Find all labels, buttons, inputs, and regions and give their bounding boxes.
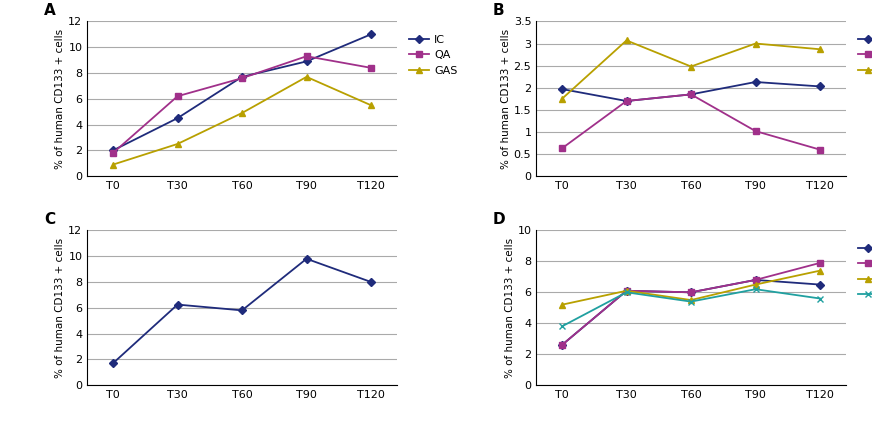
Spleen — [685, 290, 696, 295]
Kidney — [556, 302, 567, 307]
Line: Spleen: Spleen — [559, 260, 823, 348]
QA — [108, 150, 119, 155]
Liver — [556, 342, 567, 348]
Legend: IC control, QA control, GAS contro: IC control, QA control, GAS contro — [857, 35, 872, 76]
IC — [237, 74, 248, 80]
Lung — [621, 290, 631, 295]
Line: Lung: Lung — [559, 286, 823, 329]
IC — [108, 148, 119, 153]
Line: IC: IC — [110, 32, 374, 153]
QA — [302, 54, 312, 59]
GAS contro — [621, 38, 631, 43]
Lung — [814, 296, 825, 301]
Liver — [621, 288, 631, 293]
Text: A: A — [44, 3, 56, 18]
Line: IC control: IC control — [559, 79, 823, 104]
Kidney — [814, 268, 825, 273]
Liver — [750, 277, 760, 282]
Line: Kidney: Kidney — [559, 268, 823, 307]
GAS — [108, 162, 119, 167]
GAS — [173, 141, 183, 146]
IC control — [814, 84, 825, 89]
Line: Liver: Liver — [559, 277, 823, 348]
Lung — [685, 299, 696, 304]
Kidney — [685, 297, 696, 303]
QA control — [621, 98, 631, 104]
QA control — [750, 128, 760, 134]
GAS contro — [685, 64, 696, 69]
IC control — [750, 80, 760, 85]
Liver — [814, 282, 825, 287]
Line: QA control: QA control — [559, 92, 823, 152]
GAS contro — [814, 47, 825, 52]
GAS contro — [556, 96, 567, 101]
Y-axis label: % of human CD133 + cells: % of human CD133 + cells — [501, 29, 511, 169]
GAS contro — [750, 41, 760, 46]
Lung — [556, 324, 567, 329]
Line: QA: QA — [110, 54, 374, 156]
IC — [366, 32, 377, 37]
Y-axis label: % of human CD133 + cells: % of human CD133 + cells — [56, 238, 65, 378]
QA control — [814, 147, 825, 152]
Line: GAS: GAS — [110, 74, 374, 167]
Text: B: B — [493, 3, 505, 18]
GAS — [237, 110, 248, 116]
Legend: Liver, Spleen, Kidney, Lung: Liver, Spleen, Kidney, Lung — [857, 244, 872, 300]
Spleen — [814, 260, 825, 265]
Y-axis label: % of human CD133 + cells: % of human CD133 + cells — [505, 238, 514, 378]
QA control — [556, 146, 567, 151]
Kidney — [621, 288, 631, 293]
Line: GAS contro: GAS contro — [559, 38, 823, 101]
GAS — [302, 74, 312, 80]
Liver — [685, 290, 696, 295]
Text: C: C — [44, 212, 55, 227]
GAS — [366, 103, 377, 108]
Lung — [750, 287, 760, 292]
Y-axis label: % of human CD133 + cells: % of human CD133 + cells — [56, 29, 65, 169]
IC control — [685, 92, 696, 97]
QA — [237, 76, 248, 81]
QA — [366, 65, 377, 71]
Spleen — [621, 288, 631, 293]
Legend: IC, QA, GAS: IC, QA, GAS — [409, 35, 458, 76]
Spleen — [750, 277, 760, 282]
Text: D: D — [493, 212, 506, 227]
QA — [173, 94, 183, 99]
IC — [173, 116, 183, 121]
IC control — [621, 98, 631, 104]
QA control — [685, 92, 696, 97]
Spleen — [556, 342, 567, 348]
IC — [302, 59, 312, 64]
Kidney — [750, 282, 760, 287]
IC control — [556, 86, 567, 92]
